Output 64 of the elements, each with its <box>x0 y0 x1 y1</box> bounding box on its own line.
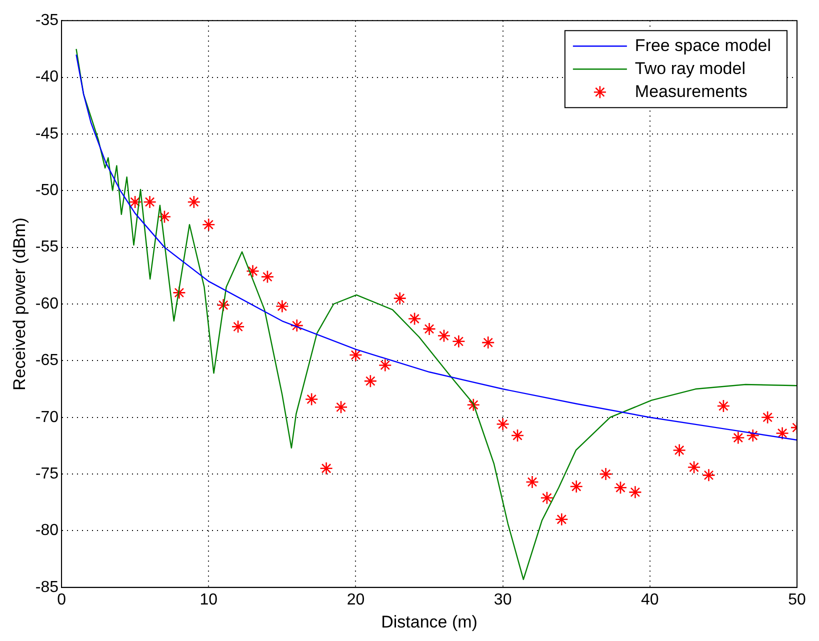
point <box>320 462 333 476</box>
point <box>246 264 260 278</box>
x-tick-label: 50 <box>788 591 806 608</box>
point <box>672 444 686 457</box>
point <box>216 298 230 312</box>
point <box>393 292 406 305</box>
x-tick-label: 30 <box>494 591 512 608</box>
x-axis-title: Distance (m) <box>381 612 478 632</box>
point <box>716 399 730 413</box>
point <box>628 486 642 499</box>
point <box>746 428 760 442</box>
point <box>599 467 612 481</box>
y-axis-title: Received power (dBm) <box>10 218 29 390</box>
x-tick-label: 20 <box>346 591 365 608</box>
point <box>437 329 451 342</box>
x-tick-label: 40 <box>641 591 659 608</box>
y-tick-label: -85 <box>35 578 59 596</box>
legend-label: Two ray model <box>634 58 746 78</box>
x-tick-label: 10 <box>200 591 218 608</box>
point <box>555 512 568 526</box>
y-tick-label: -35 <box>35 12 59 30</box>
y-tick-label: -75 <box>35 465 59 482</box>
point <box>334 400 348 414</box>
point <box>570 480 584 494</box>
point <box>187 195 201 209</box>
y-tick-label: -40 <box>35 68 59 86</box>
point <box>158 210 172 224</box>
point <box>364 374 378 388</box>
legend-label: Free space model <box>634 36 772 55</box>
point <box>202 218 216 232</box>
point <box>496 418 510 431</box>
point <box>408 312 422 326</box>
point <box>776 426 789 440</box>
point <box>614 480 628 494</box>
y-tick-label: -65 <box>35 352 59 370</box>
point <box>510 428 524 442</box>
point <box>276 300 289 313</box>
point <box>481 336 495 350</box>
point <box>687 460 701 474</box>
point <box>231 320 245 334</box>
point <box>378 358 392 372</box>
y-tick-label: -50 <box>35 182 59 200</box>
y-tick-label: -55 <box>35 238 59 256</box>
y-tick-label: -45 <box>35 125 59 142</box>
y-tick-label: -80 <box>35 522 59 540</box>
point <box>732 431 745 444</box>
point <box>760 410 774 424</box>
point <box>466 398 480 412</box>
point <box>128 195 142 209</box>
point <box>260 270 274 284</box>
point <box>143 195 156 209</box>
point <box>526 475 539 489</box>
point <box>349 348 362 362</box>
y-tick-label: -70 <box>35 408 59 426</box>
x-tick-label: 0 <box>57 591 66 608</box>
point <box>540 491 554 504</box>
legend-label: Measurements <box>634 82 748 101</box>
point <box>452 334 466 348</box>
point <box>290 318 304 332</box>
y-tick-label: -60 <box>35 295 59 312</box>
point <box>422 322 436 336</box>
point <box>172 286 186 300</box>
point <box>304 392 318 406</box>
point <box>702 468 716 482</box>
